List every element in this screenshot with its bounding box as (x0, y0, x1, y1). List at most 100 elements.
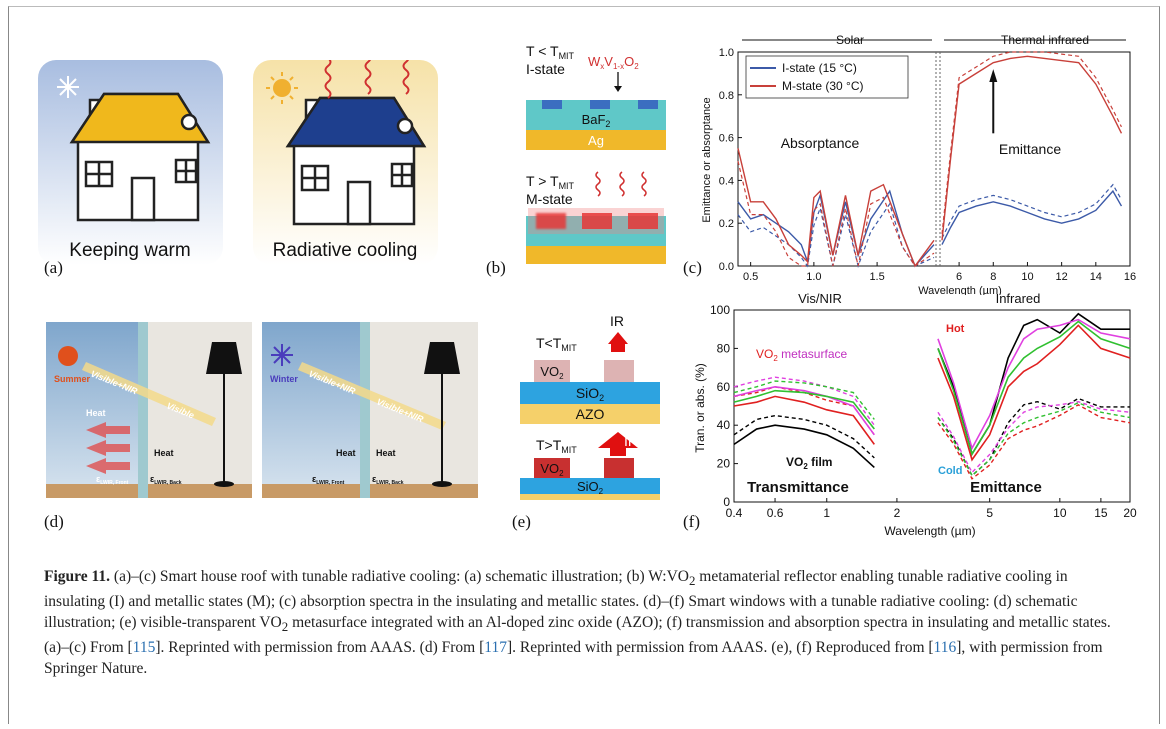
f-ytick-label: 100 (710, 303, 730, 317)
c-xtick-label: 6 (956, 271, 962, 283)
svg-text:εLWIR, Front: εLWIR, Front (96, 474, 129, 486)
c-series-line-ir-0 (941, 189, 1123, 245)
c-series-line-solar-0 (737, 189, 935, 268)
keeping-warm-title: Keeping warm (69, 240, 190, 261)
c-ytick-label: 0.6 (719, 133, 734, 145)
ref-link-115[interactable]: 115 (132, 639, 156, 657)
panel-f-chart: Vis/NIR Infrared Hot Cold VO2 metasurfac… (693, 291, 1137, 538)
f-emittance: Emittance (970, 479, 1042, 496)
svg-text:VO2: VO2 (540, 461, 564, 478)
c-xtick-label: 16 (1124, 271, 1136, 283)
f-series-dashed-vis-2 (733, 376, 875, 426)
c-plot-frame (737, 51, 1131, 267)
ref-link-116[interactable]: 116 (933, 639, 957, 657)
f-series-line-vis-0 (733, 424, 875, 469)
c-series-line-solar-1 (737, 148, 935, 268)
svg-text:IR: IR (624, 433, 638, 449)
svg-text:T > TMIT: T > TMIT (526, 173, 575, 191)
c-ytick-label: 0.8 (719, 90, 734, 102)
svg-text:T<TMIT: T<TMIT (536, 335, 577, 353)
thermal-wave-icons (324, 60, 410, 99)
f-series-line-ir-3 (937, 320, 1131, 456)
radiative-cooling-title: Radiative cooling (273, 240, 418, 261)
c-ytick-label: 1.0 (719, 47, 734, 59)
panel-c-chart: Solar Thermal infrared Absorptance Emitt… (701, 33, 1136, 295)
panel-label-f: (f) (683, 512, 700, 531)
f-series-dashed-ir-1 (937, 404, 1131, 480)
f-ytick-label: 0 (723, 495, 730, 509)
f-series-line-vis-3 (733, 389, 875, 430)
svg-text:Heat: Heat (376, 448, 396, 458)
c-series-dashed-1 (737, 161, 935, 267)
c-series-dashed-0 (737, 202, 935, 269)
f-xtick-label: 10 (1053, 506, 1067, 520)
f-transmittance: Transmittance (747, 479, 849, 496)
svg-text:εLWIR, Back: εLWIR, Back (372, 474, 404, 486)
svg-text:SiO2: SiO2 (576, 385, 604, 403)
c-text-absorptance: Absorptance (781, 135, 860, 151)
svg-text:Ag: Ag (588, 133, 604, 148)
c-xtick-label: 1.5 (869, 271, 884, 283)
caption-figure-number: Figure 11. (44, 568, 111, 585)
f-xtick-label: 0.4 (726, 506, 743, 520)
c-xlabel: Wavelength (µm) (918, 285, 1002, 295)
panel-e-illustration: T<TMIT IR VO2 SiO2 AZO T>TMIT IR VO2 SiO… (520, 313, 660, 500)
svg-text:Heat: Heat (86, 408, 106, 418)
c-legend-box (745, 55, 909, 99)
c-xtick-label: 1.0 (806, 271, 821, 283)
c-series-dashed-ir-0 (941, 183, 1122, 239)
f-region-vis: Vis/NIR (798, 291, 842, 306)
sun-icon (266, 72, 298, 104)
ref-link-117[interactable]: 117 (484, 639, 507, 657)
f-cold-label: Cold (938, 465, 962, 477)
svg-text:T>TMIT: T>TMIT (536, 437, 577, 455)
svg-text:SiO2: SiO2 (577, 479, 604, 496)
c-ytick-label: 0.2 (719, 218, 734, 230)
c-ytick-label: 0.0 (719, 261, 734, 273)
c-legend-i: I-state (15 °C) (782, 61, 857, 75)
house-cool-icon (285, 96, 427, 226)
f-ytick-label: 80 (717, 341, 731, 355)
f-hot-label: Hot (946, 323, 965, 335)
summer-scene: Summer Visible+NIR Visible Heat Heat εLW… (46, 322, 252, 498)
sun-icon (58, 346, 78, 366)
f-xtick-label: 20 (1123, 506, 1137, 520)
f-meta-label: VO2 metasurface (756, 347, 847, 363)
c-series-dashed-ir-1 (941, 51, 1122, 234)
figure-frame (8, 6, 1160, 724)
figure-caption: Figure 11. (a)–(c) Smart house roof with… (44, 568, 1111, 678)
panel-label-a: (a) (44, 258, 63, 277)
c-text-emittance: Emittance (999, 141, 1061, 157)
snowflake-icon (57, 76, 79, 98)
panel-label-c: (c) (683, 258, 702, 277)
f-series-line-ir-2 (937, 318, 1131, 451)
winter-scene: Winter Visible+NIR Visible+NIR Heat Heat… (262, 322, 478, 498)
f-ytick-label: 40 (717, 418, 731, 432)
f-xlabel: Wavelength (µm) (884, 524, 975, 538)
c-transition-arrowhead (989, 69, 998, 82)
svg-text:I-state: I-state (526, 61, 565, 77)
svg-text:Heat: Heat (336, 448, 356, 458)
f-ylabel: Tran. or abs. (%) (693, 363, 707, 453)
f-ytick-label: 60 (717, 380, 731, 394)
c-xtick-label: 8 (990, 271, 996, 283)
f-series-line-ir-1 (937, 324, 1131, 462)
f-xtick-label: 2 (894, 506, 901, 520)
c-series-line-ir-1 (941, 55, 1123, 241)
panel-label-b: (b) (486, 258, 506, 277)
c-ytick-label: 0.4 (719, 175, 734, 187)
c-xtick-label: 12 (1056, 271, 1068, 283)
floor-lamp-icon (424, 342, 460, 487)
f-xtick-label: 1 (823, 506, 830, 520)
c-xtick-label: 14 (1090, 271, 1102, 283)
ag-layer (526, 130, 666, 150)
svg-text:BaF2: BaF2 (582, 112, 611, 129)
f-xtick-label: 15 (1094, 506, 1108, 520)
c-xtick-label: 10 (1021, 271, 1033, 283)
panel-label-e: (e) (512, 512, 531, 531)
c-xtick-label: 0.5 (743, 271, 758, 283)
f-series-line-vis-2 (733, 385, 875, 436)
f-region-ir: Infrared (996, 291, 1041, 306)
f-series-line-vis-1 (733, 395, 875, 445)
svg-text:T < TMIT: T < TMIT (526, 43, 575, 61)
